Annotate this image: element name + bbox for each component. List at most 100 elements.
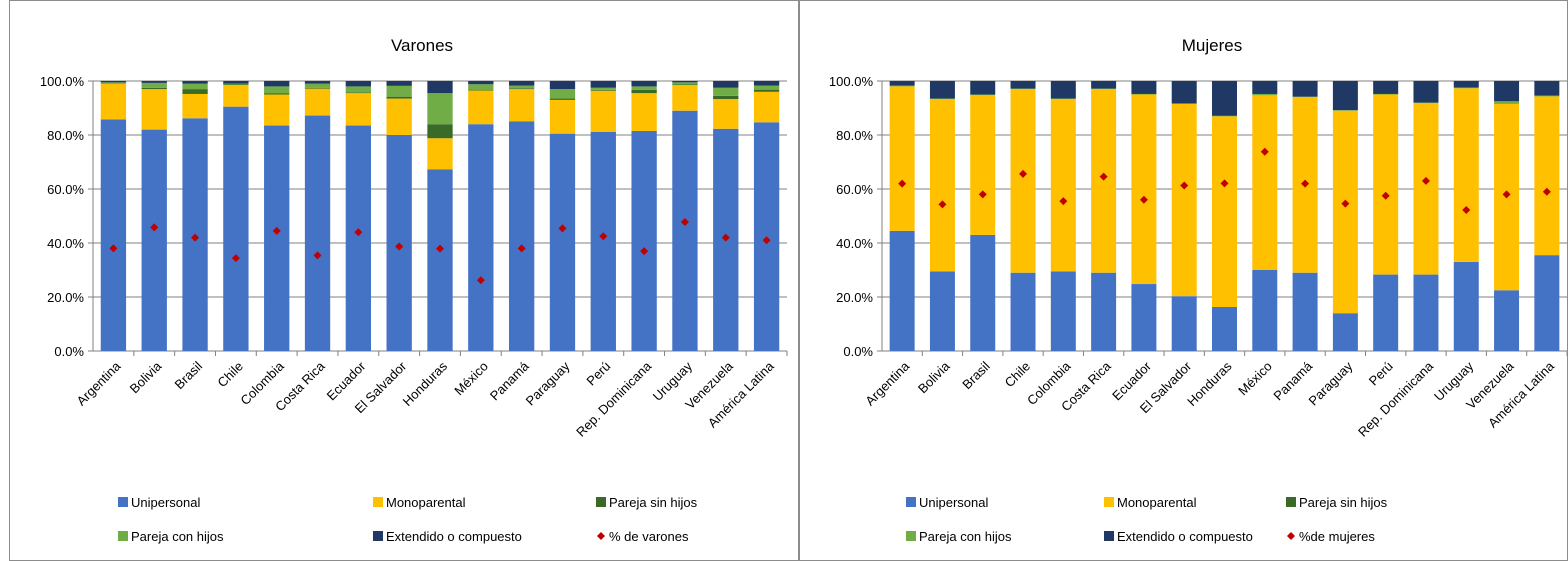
bar-segment-monoparental xyxy=(672,85,698,111)
bar-segment-extendido-o-compuesto xyxy=(468,81,494,85)
bar-segment-monoparental xyxy=(304,88,331,116)
bar-segment-pareja-sin-hijos xyxy=(672,84,698,86)
bar-segment-extendido-o-compuesto xyxy=(182,81,208,84)
x-category-label: Argentina xyxy=(74,358,125,409)
x-category-label: Bolivia xyxy=(127,358,165,396)
bar-segment-extendido-o-compuesto xyxy=(1494,81,1520,102)
y-tick-label: 40.0% xyxy=(47,236,84,251)
bar-segment-pareja-con-hijos xyxy=(631,86,657,90)
legend-label: Pareja sin hijos xyxy=(609,495,698,510)
bar-segment-extendido-o-compuesto xyxy=(1453,81,1479,88)
bar-segment-unipersonal xyxy=(1453,261,1479,351)
bar-segment-monoparental xyxy=(1453,88,1479,262)
legend-swatch xyxy=(373,531,383,541)
bar-segment-monoparental xyxy=(1050,99,1076,272)
y-tick-label: 20.0% xyxy=(836,290,873,305)
marker-diamond xyxy=(1421,176,1430,185)
bar-segment-pareja-con-hijos xyxy=(100,82,127,84)
bar-segment-pareja-con-hijos xyxy=(1332,110,1358,111)
bar-segment-extendido-o-compuesto xyxy=(753,81,780,86)
bar-segment-extendido-o-compuesto xyxy=(889,81,915,86)
bar-segment-monoparental xyxy=(1171,103,1197,297)
bar-segment-pareja-con-hijos xyxy=(1413,102,1439,104)
marker-diamond xyxy=(1502,190,1511,199)
marker-diamond xyxy=(395,242,404,251)
bar-segment-pareja-con-hijos xyxy=(1050,98,1076,100)
bar-segment-unipersonal xyxy=(1171,296,1197,351)
bar-segment-pareja-con-hijos xyxy=(1010,88,1036,90)
bar-segment-unipersonal xyxy=(1091,272,1117,351)
bar-segment-extendido-o-compuesto xyxy=(1292,81,1318,97)
bar-segment-monoparental xyxy=(468,90,494,125)
bar-segment-unipersonal xyxy=(141,129,167,351)
legend-label: % de varones xyxy=(609,529,689,544)
x-category-label: Brasil xyxy=(959,358,993,392)
bar-segment-extendido-o-compuesto xyxy=(1212,81,1237,116)
bar-segment-unipersonal xyxy=(672,110,698,351)
y-tick-label: 0.0% xyxy=(54,344,84,359)
x-category-label: Honduras xyxy=(1184,358,1235,409)
bar-segment-monoparental xyxy=(1091,89,1117,273)
legend-label: Unipersonal xyxy=(919,495,988,510)
bar-segment-unipersonal xyxy=(1292,272,1318,351)
x-category-label: Brasil xyxy=(172,358,206,392)
y-tick-label: 20.0% xyxy=(47,290,84,305)
bar-segment-pareja-con-hijos xyxy=(1131,93,1157,95)
legend-item: Extendido o compuesto xyxy=(1104,529,1253,544)
x-category-label: Perú xyxy=(583,359,613,389)
bar-segment-extendido-o-compuesto xyxy=(1413,81,1439,103)
y-tick-label: 80.0% xyxy=(47,128,84,143)
bar-segment-pareja-con-hijos xyxy=(427,93,453,125)
legend-item: Monoparental xyxy=(1104,495,1197,510)
legend-label: Extendido o compuesto xyxy=(386,529,522,544)
x-category-label: Chile xyxy=(214,359,246,391)
bar-segment-pareja-con-hijos xyxy=(713,87,739,96)
x-category-label: Rep. Dominicana xyxy=(1355,358,1437,440)
bar-segment-unipersonal xyxy=(1010,272,1036,351)
marker-diamond xyxy=(191,233,200,242)
x-category-label: México xyxy=(1235,359,1275,399)
y-tick-label: 80.0% xyxy=(836,128,873,143)
bar-segment-unipersonal xyxy=(468,124,494,351)
marker-diamond xyxy=(1260,147,1269,156)
legend-swatch xyxy=(1286,497,1296,507)
bar-segment-pareja-sin-hijos xyxy=(386,96,412,99)
bar-segment-pareja-sin-hijos xyxy=(182,89,208,94)
chart-title: Mujeres xyxy=(1182,36,1242,55)
bar-segment-monoparental xyxy=(427,138,453,170)
bar-segment-extendido-o-compuesto xyxy=(549,81,576,90)
bar-segment-pareja-con-hijos xyxy=(141,82,167,88)
bar-segment-extendido-o-compuesto xyxy=(386,81,412,86)
legend-item: % de varones xyxy=(597,529,689,544)
bar-segment-pareja-con-hijos xyxy=(1494,101,1520,104)
bar-segment-unipersonal xyxy=(427,169,453,351)
bar-segment-pareja-con-hijos xyxy=(1453,87,1479,89)
bar-segment-pareja-con-hijos xyxy=(1212,115,1237,117)
y-tick-label: 100.0% xyxy=(40,74,85,89)
bar-segment-unipersonal xyxy=(223,106,249,352)
bar-segment-monoparental xyxy=(1252,95,1278,270)
bar-segment-monoparental xyxy=(345,93,372,126)
marker-diamond xyxy=(1099,172,1108,181)
bar-segment-pareja-sin-hijos xyxy=(713,95,739,100)
marker-diamond xyxy=(978,190,987,199)
bar-segment-pareja-con-hijos xyxy=(386,85,412,97)
chart-panel-mujeres: Mujeres 0.0% 20.0% 40.0% 60.0% 80.0% 100.0% Arg… xyxy=(799,0,1568,561)
bar-segment-unipersonal xyxy=(1252,270,1278,351)
bar-segment-extendido-o-compuesto xyxy=(100,81,127,83)
bar-segment-monoparental xyxy=(1534,96,1560,256)
legend-label: %de mujeres xyxy=(1299,529,1375,544)
bar-segment-monoparental xyxy=(182,93,208,119)
bar-segment-extendido-o-compuesto xyxy=(141,81,167,83)
marker-diamond xyxy=(680,217,689,226)
x-category-label: Rep. Dominicana xyxy=(573,358,655,440)
legend-item: Monoparental xyxy=(373,495,466,510)
bar-segment-monoparental xyxy=(223,85,249,107)
bar-segment-pareja-sin-hijos xyxy=(304,87,331,89)
marker-diamond xyxy=(436,244,444,253)
x-category-label: Bolivia xyxy=(915,358,953,396)
bar-segment-extendido-o-compuesto xyxy=(929,81,955,99)
marker-diamond xyxy=(231,254,240,263)
legend-swatch xyxy=(118,531,128,541)
bar-segment-extendido-o-compuesto xyxy=(1332,81,1358,111)
